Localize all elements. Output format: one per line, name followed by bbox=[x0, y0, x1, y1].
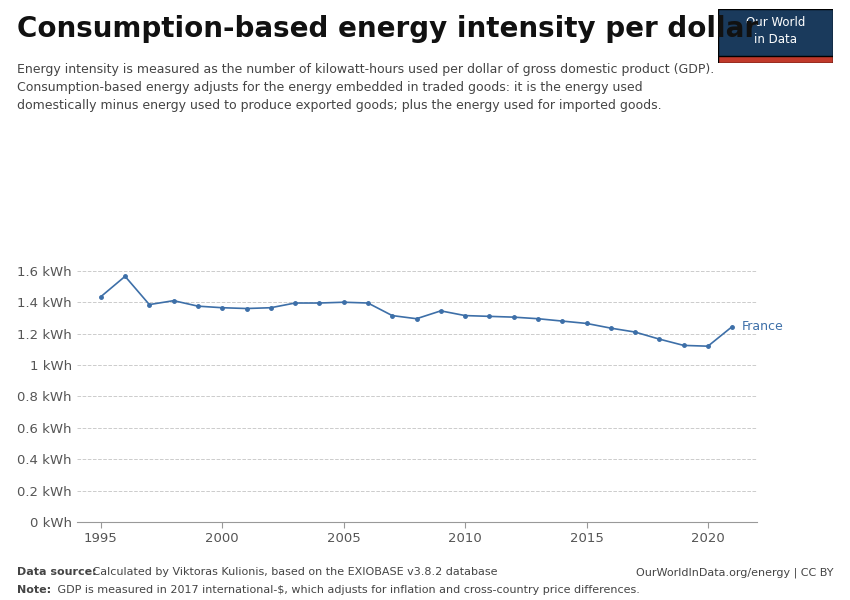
Text: Our World
in Data: Our World in Data bbox=[746, 16, 805, 46]
Text: Calculated by Viktoras Kulionis, based on the EXIOBASE v3.8.2 database: Calculated by Viktoras Kulionis, based o… bbox=[89, 567, 498, 577]
Text: France: France bbox=[742, 320, 784, 333]
Text: Consumption-based energy intensity per dollar: Consumption-based energy intensity per d… bbox=[17, 15, 758, 43]
Text: Data source:: Data source: bbox=[17, 567, 97, 577]
Text: GDP is measured in 2017 international-$, which adjusts for inflation and cross-c: GDP is measured in 2017 international-$,… bbox=[54, 585, 640, 595]
Text: OurWorldInData.org/energy | CC BY: OurWorldInData.org/energy | CC BY bbox=[636, 567, 833, 577]
FancyBboxPatch shape bbox=[718, 56, 833, 63]
Text: Note:: Note: bbox=[17, 585, 51, 595]
FancyBboxPatch shape bbox=[718, 9, 833, 63]
Text: Energy intensity is measured as the number of kilowatt-hours used per dollar of : Energy intensity is measured as the numb… bbox=[17, 63, 714, 112]
